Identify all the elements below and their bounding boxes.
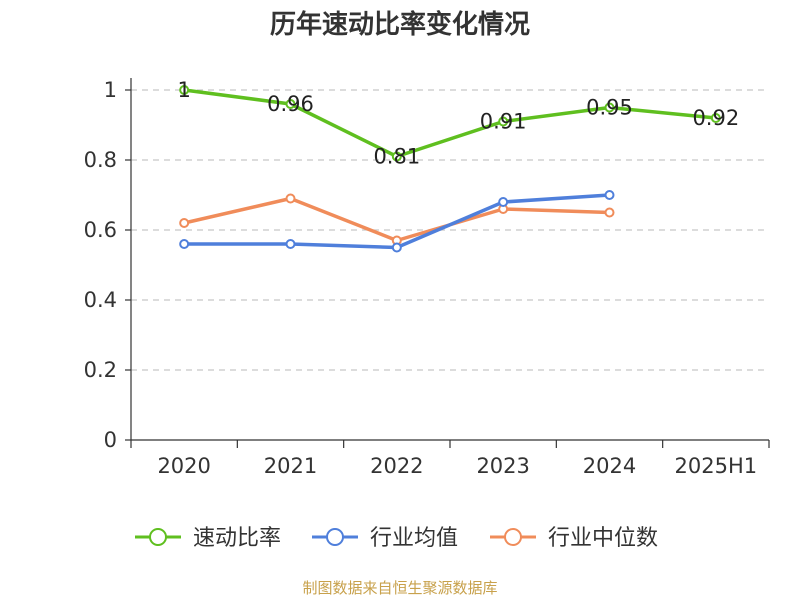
chart-title: 历年速动比率变化情况 [269,10,530,40]
y-tick-label: 0.2 [84,358,117,382]
data-point [604,102,615,113]
series-lines [179,85,721,253]
data-label: 0.91 [480,110,527,134]
legend-marker [504,528,522,546]
grid-lines [131,89,769,371]
y-tick-label: 0 [104,428,117,452]
x-tick-label: 2024 [583,454,636,478]
data-point [285,193,296,204]
legend: 速动比率 行业均值 行业中位数 [135,526,658,551]
y-tick-label: 0.6 [84,218,117,242]
source-note: 制图数据来自恒生聚源数据库 [302,579,498,597]
data-label: 0.95 [586,96,633,120]
data-point [179,239,190,249]
data-point [498,197,509,207]
legend-label: 行业中位数 [548,526,658,551]
x-tick-label: 2021 [264,454,317,478]
legend-label: 速动比率 [193,526,281,551]
y-tick-label: 1 [104,78,117,102]
data-point [391,242,402,253]
data-label: 0.81 [373,145,420,169]
x-tick-label: 2022 [370,454,423,478]
data-label: 1 [177,78,190,102]
data-label: 0.96 [267,92,314,116]
data-point [285,99,296,109]
x-tick-label: 2025H1 [675,454,758,478]
data-point [710,113,721,123]
data-label: 0.92 [692,106,739,130]
data-point [179,218,190,228]
data-point [498,116,509,127]
series-line [183,196,610,243]
data-labels: 1 0.96 0.81 0.91 0.95 0.92 [177,78,739,169]
data-point [285,239,296,249]
y-tick-label: 0.4 [84,288,117,312]
data-point [604,190,615,200]
legend-marker [149,528,167,546]
axes [125,78,770,448]
legend-label: 行业均值 [370,526,458,551]
data-point [391,151,402,162]
y-tick-label: 0.8 [84,148,117,172]
data-point [179,85,190,95]
data-point [604,207,615,218]
x-tick-label: 2020 [157,454,210,478]
legend-marker [326,528,344,546]
series-line [183,88,716,159]
x-tick-label: 2023 [476,454,529,478]
